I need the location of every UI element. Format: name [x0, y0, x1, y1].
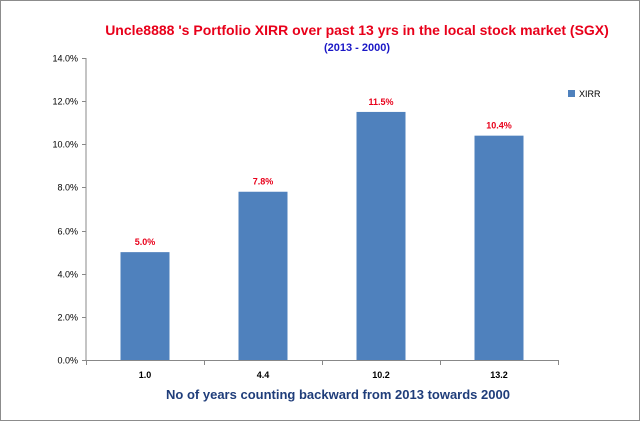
data-label: 10.4%: [486, 121, 512, 131]
y-tick-label: 10.0%: [52, 140, 78, 150]
x-axis-title: No of years counting backward from 2013 …: [166, 387, 510, 402]
bar: [356, 111, 406, 360]
x-tick-label: 13.2: [490, 370, 508, 380]
chart-subtitle: (2013 - 2000): [323, 42, 391, 54]
y-tick-label: 14.0%: [52, 54, 78, 64]
bar: [120, 252, 170, 360]
y-axis: 0.0% 2.0% 4.0% 6.0% 8.0% 10.0% 12.0% 14.0%: [52, 54, 87, 366]
y-tick-label: 6.0%: [57, 227, 78, 237]
legend: XIRR: [568, 89, 601, 99]
y-tick-label: 4.0%: [57, 270, 78, 280]
bar: [474, 135, 524, 360]
bars: [120, 111, 524, 360]
y-tick-label: 0.0%: [57, 356, 78, 366]
y-tick-label: 8.0%: [57, 183, 78, 193]
data-labels: 5.0% 7.8% 11.5% 10.4%: [135, 97, 512, 247]
data-label: 5.0%: [135, 237, 156, 247]
chart-title: Uncle8888 's Portfolio XIRR over past 13…: [105, 22, 609, 38]
legend-swatch-xirr: [568, 90, 575, 97]
x-tick-label: 10.2: [372, 370, 390, 380]
x-axis: 1.0 4.4 10.2 13.2: [86, 360, 559, 380]
x-tick-label: 1.0: [139, 370, 152, 380]
y-tick-label: 2.0%: [57, 313, 78, 323]
bar: [238, 191, 288, 360]
legend-label-xirr: XIRR: [579, 89, 601, 99]
data-label: 11.5%: [368, 97, 393, 107]
data-label: 7.8%: [253, 177, 274, 187]
y-tick-label: 12.0%: [52, 97, 78, 107]
x-tick-label: 4.4: [257, 370, 270, 380]
